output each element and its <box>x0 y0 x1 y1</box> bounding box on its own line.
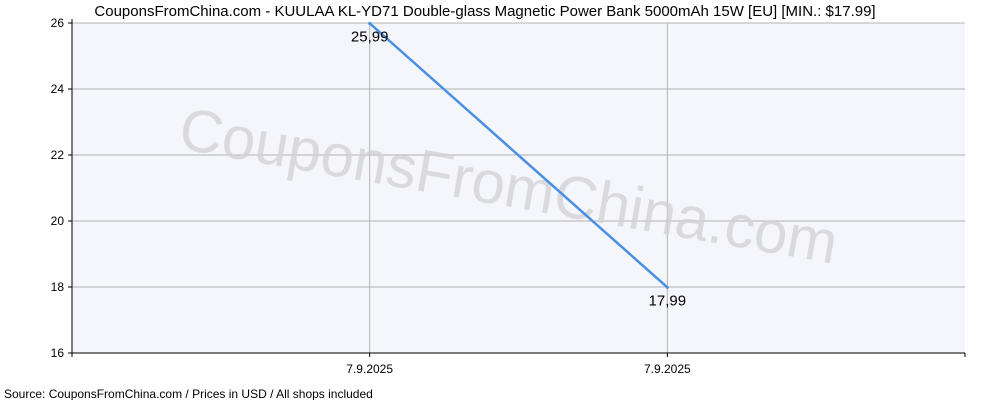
y-tick-label-1: 18 <box>51 280 65 294</box>
y-axis-ticks: 16 18 20 22 24 26 <box>51 16 72 360</box>
x-axis-ticks: 7.9.2025 7.9.2025 <box>346 353 691 376</box>
series-layer: 25,99 17,99 <box>351 21 687 309</box>
y-tick-label-3: 22 <box>51 148 65 162</box>
y-tick-label-0: 16 <box>51 346 65 360</box>
source-note: Source: CouponsFromChina.com / Prices in… <box>4 387 373 400</box>
y-tick-label-4: 24 <box>51 82 65 96</box>
y-tick-label-5: 26 <box>51 16 65 30</box>
data-point-0-0 <box>368 21 372 25</box>
x-tick-label-1: 7.9.2025 <box>644 362 691 376</box>
data-label-0-0: 25,99 <box>351 28 389 45</box>
data-label-0-1: 17,99 <box>649 292 687 309</box>
data-point-0-1 <box>665 285 669 289</box>
x-tick-label-0: 7.9.2025 <box>346 362 393 376</box>
plot-area <box>72 23 965 353</box>
series-line-0 <box>368 22 669 289</box>
y-tick-label-2: 20 <box>51 214 65 228</box>
chart-title: CouponsFromChina.com - KUULAA KL-YD71 Do… <box>94 3 875 20</box>
axes <box>68 19 966 357</box>
